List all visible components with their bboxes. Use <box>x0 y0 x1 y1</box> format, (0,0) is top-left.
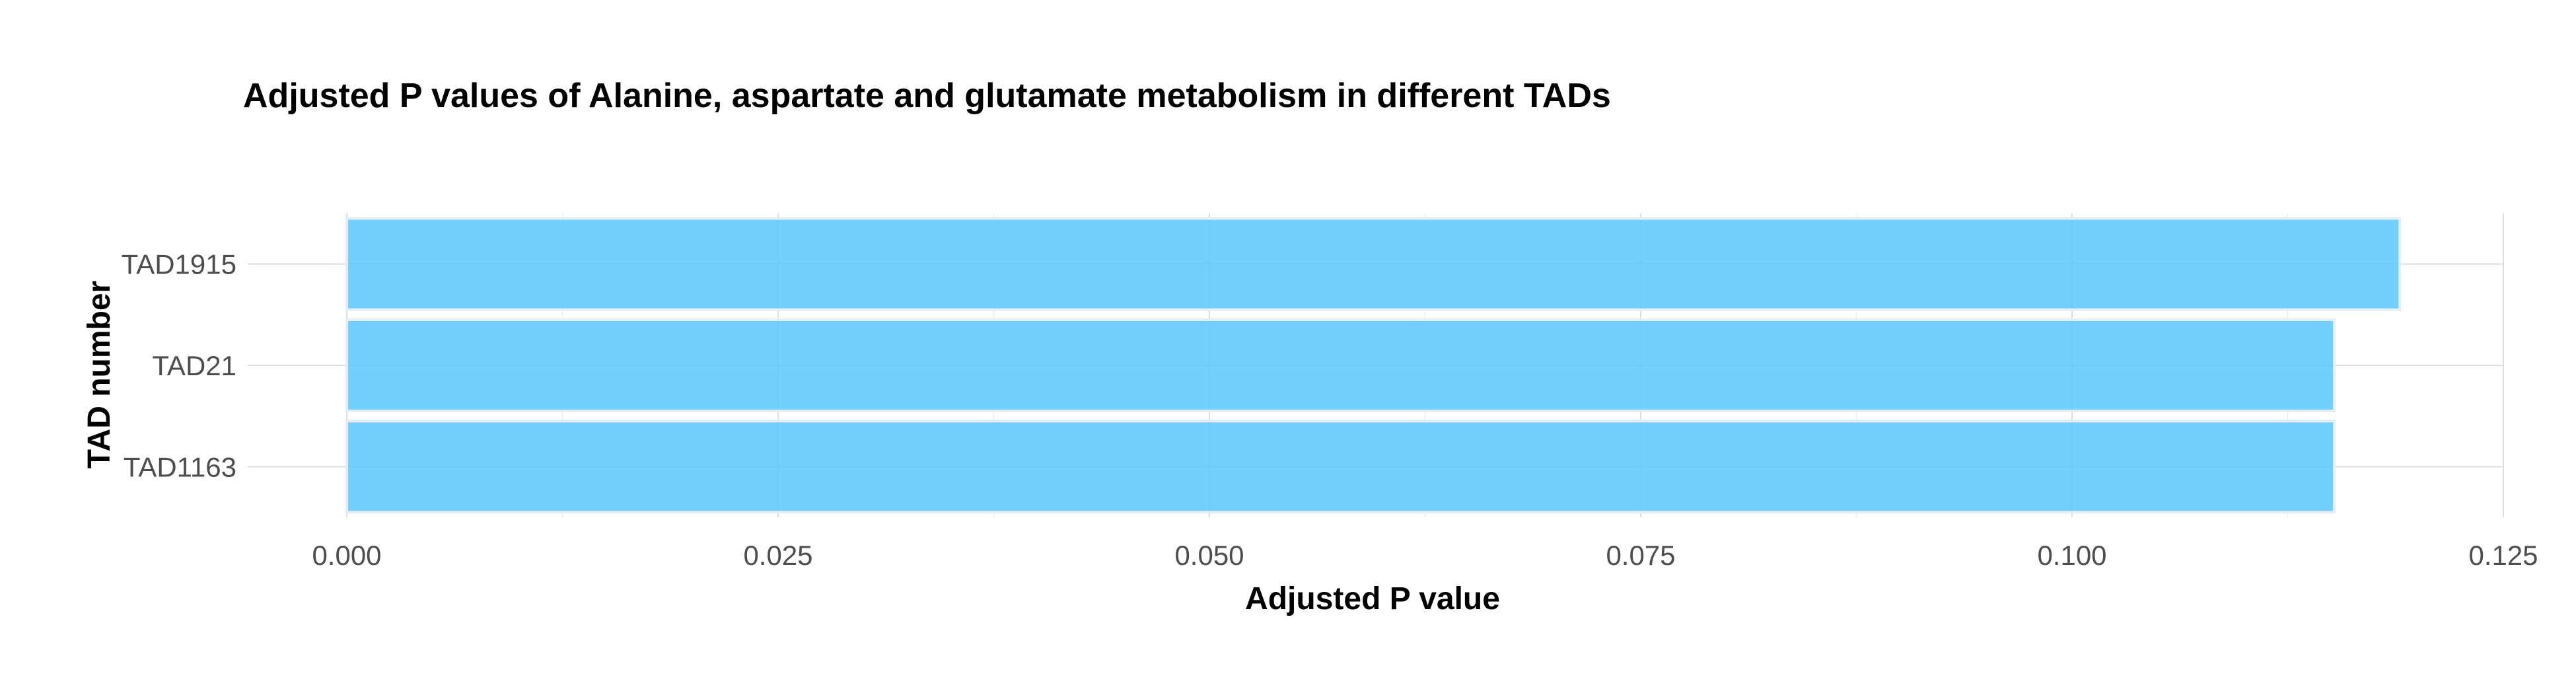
x-tick-labels: 0.000 0.025 0.050 0.075 0.100 0.125 <box>312 540 2538 571</box>
x-tick-label: 0.075 <box>1606 540 1675 571</box>
y-tick-labels: TAD1915 TAD21 TAD1163 <box>122 249 236 483</box>
x-axis-title: Adjusted P value <box>1245 581 1500 616</box>
y-axis-title: TAD number <box>82 281 117 468</box>
y-tick-label: TAD1915 <box>122 249 236 280</box>
bar-tad21 <box>345 318 2336 412</box>
chart-title: Adjusted P values of Alanine, aspartate … <box>243 77 1611 115</box>
x-tick-label: 0.100 <box>2037 540 2106 571</box>
x-tick-label: 0.125 <box>2468 540 2538 571</box>
y-tick-label: TAD1163 <box>124 451 236 482</box>
x-tick-label: 0.050 <box>1174 540 1244 571</box>
bars <box>345 217 2402 514</box>
x-tick-label: 0.025 <box>743 540 812 571</box>
x-tick-label: 0.000 <box>312 540 381 571</box>
bar-tad1163 <box>345 420 2336 514</box>
y-tick-label: TAD21 <box>152 350 236 381</box>
bar-tad1915 <box>345 217 2402 311</box>
